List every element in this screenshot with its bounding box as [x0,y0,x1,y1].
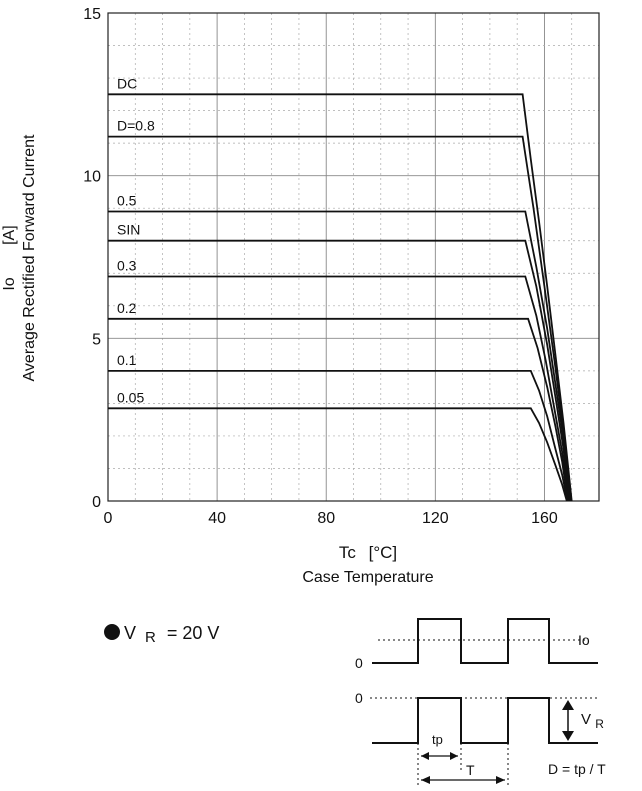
series-line [108,210,571,502]
condition-vr-prefix: V [124,623,136,643]
y-tick-label: 10 [83,169,101,186]
series-label: 0.2 [117,300,137,316]
series-line [108,93,573,502]
T-label: T [466,762,475,778]
condition-text: V R = 20 V [124,623,219,646]
vr-arrow-up-head [562,700,574,710]
y-tick-label: 0 [92,494,101,511]
condition-vr: V R = 20 V [104,623,219,646]
y-tick-label: 5 [92,331,101,348]
tp-label: tp [432,732,443,747]
series-line [108,369,569,502]
y-axis-title: Average Rectified Forward Current Io [A] [1,134,38,381]
vr-label-main: V [581,711,591,728]
series-label: SIN [117,222,140,238]
series-labels: DC D=0.8 0.5 SIN 0.3 0.2 0.1 0.05 [117,75,155,405]
x-tick-label: 80 [317,510,335,527]
x-tick-labels: 0 40 80 120 160 [104,510,558,527]
series-line [108,239,570,502]
series-label: 0.05 [117,389,144,405]
current-waveform [372,618,598,664]
series-label: D=0.8 [117,118,155,134]
T-arrow-left-head [421,776,430,784]
series-label: 0.1 [117,352,137,368]
x-axis-symbol: Tc [339,543,357,562]
y-axis-title-text: Average Rectified Forward Current [21,134,38,381]
series-label: DC [117,75,137,91]
duty-formula: D = tp / T [548,761,606,777]
zero-label-voltage: 0 [355,690,363,706]
x-tick-label: 0 [104,510,113,527]
grid [108,13,599,501]
y-axis-unit: [A] [1,225,18,245]
series-label: 0.3 [117,258,137,274]
series-group [108,93,573,502]
waveform-diagram [370,618,598,788]
io-label: Io [578,632,590,648]
series-line [108,135,572,502]
series-label: 0.5 [117,192,137,208]
tp-arrow-right-head [450,752,458,760]
condition-vr-sub: R [145,629,156,646]
x-axis-symbol-unit: Tc [°C] [339,543,397,562]
x-axis-title: Case Temperature [302,569,433,586]
series-line [108,407,568,502]
voltage-waveform [372,697,598,744]
zero-label-current: 0 [355,655,363,671]
x-tick-label: 40 [208,510,226,527]
bullet-icon [104,624,120,640]
tp-arrow-left-head [421,752,429,760]
waveform-labels: Io 0 0 V R tp T D = tp / T [355,632,606,778]
x-tick-label: 120 [422,510,449,527]
x-tick-label: 160 [531,510,558,527]
vr-arrow-down-head [562,731,574,741]
y-axis-symbol: Io [1,277,18,290]
y-tick-label: 15 [83,6,101,23]
vr-label: V R [581,711,604,731]
vr-label-sub: R [595,717,604,731]
series-line [108,275,570,502]
T-arrow-right-head [496,776,505,784]
y-axis-symbol-unit: Io [A] [1,225,18,290]
y-tick-labels: 0 5 10 15 [83,6,101,511]
series-line [108,317,569,502]
condition-vr-value: = 20 V [167,623,220,643]
plot-frame [107,12,600,502]
x-axis-unit: [°C] [369,543,398,562]
